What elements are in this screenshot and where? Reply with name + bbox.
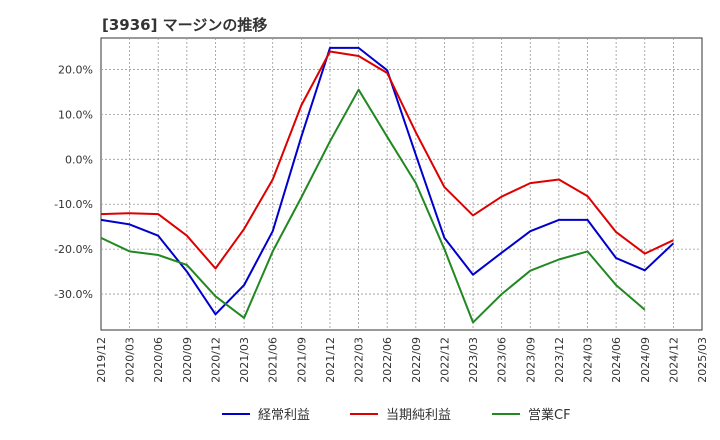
legend-label-1: 当期純利益 — [386, 408, 451, 423]
x-tick-label: 2023/12 — [553, 337, 566, 383]
y-tick-label: -30.0% — [54, 288, 93, 301]
x-tick-label: 2022/09 — [410, 337, 423, 383]
x-tick-label: 2024/06 — [610, 337, 623, 383]
y-tick-label: 10.0% — [58, 108, 93, 121]
x-tick-label: 2025/03 — [696, 337, 709, 383]
x-tick-label: 2022/12 — [438, 337, 451, 383]
x-tick-label: 2021/09 — [295, 337, 308, 383]
legend: 経常利益 当期純利益 営業CF — [222, 407, 571, 423]
x-tick-label: 2021/03 — [238, 337, 251, 383]
y-tick-label: -10.0% — [54, 198, 93, 211]
y-tick-label: 0.0% — [65, 153, 93, 166]
chart-title: [3936] マージンの推移 — [102, 16, 268, 34]
x-tick-label: 2020/09 — [181, 337, 194, 383]
x-tick-label: 2022/03 — [353, 337, 366, 383]
legend-label-0: 経常利益 — [258, 408, 310, 423]
y-tick-label: 20.0% — [58, 63, 93, 76]
y-tick-label: -20.0% — [54, 243, 93, 256]
x-tick-label: 2020/06 — [152, 337, 165, 383]
x-tick-label: 2021/06 — [267, 337, 280, 383]
series-layer — [100, 46, 675, 324]
axis-layer: 20.0% 10.0% 0.0% -10.0% -20.0% -30.0% 2019/12 2… — [54, 63, 709, 382]
series-line-1 — [100, 50, 674, 270]
x-tick-label: 2024/03 — [582, 337, 595, 383]
x-tick-label: 2020/12 — [209, 337, 222, 383]
x-tick-label: 2024/12 — [667, 337, 680, 383]
plot-area — [100, 37, 703, 331]
grid-layer — [100, 37, 703, 331]
x-tick-label: 2019/12 — [95, 337, 108, 383]
x-tick-label: 2023/03 — [467, 337, 480, 383]
series-line-2 — [100, 88, 646, 324]
x-tick-label: 2023/06 — [496, 337, 509, 383]
series-line-0 — [100, 46, 675, 316]
legend-label-2: 営業CF — [528, 407, 571, 423]
x-tick-label: 2020/03 — [124, 337, 137, 383]
x-tick-label: 2021/12 — [324, 337, 337, 383]
x-tick-label: 2023/09 — [524, 337, 537, 383]
x-tick-label: 2022/06 — [381, 337, 394, 383]
x-tick-label: 2024/09 — [639, 337, 652, 383]
